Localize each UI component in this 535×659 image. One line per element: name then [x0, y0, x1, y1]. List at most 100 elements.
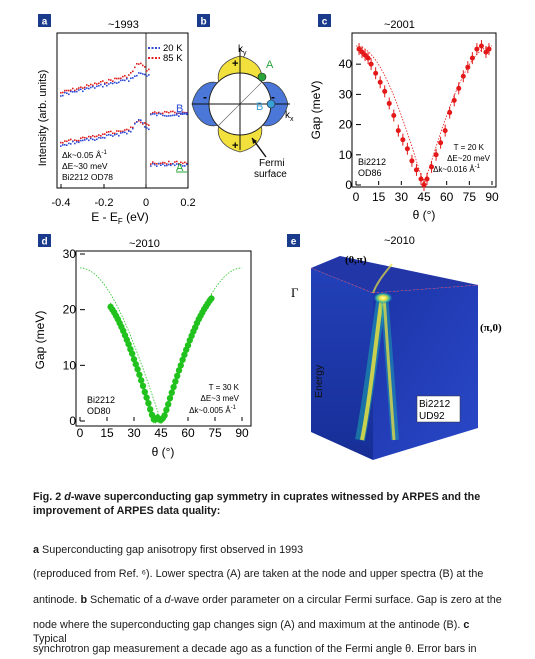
- spectrum-point: [146, 123, 148, 126]
- spectrum-point: [170, 164, 172, 167]
- spectrum-point: [120, 77, 122, 80]
- spectrum-point: [84, 86, 86, 89]
- spectrum-point: [142, 123, 144, 125]
- spectrum-point: [74, 89, 76, 92]
- spectrum-point: [150, 165, 152, 167]
- panel-c-point: [451, 97, 457, 103]
- spectrum-point: [136, 121, 138, 123]
- spectrum-point: [84, 139, 86, 141]
- spectrum-point: [170, 110, 172, 113]
- spectrum-point: [90, 137, 92, 140]
- panel-c-ylabel: Gap (meV): [309, 81, 323, 140]
- panel-c-point: [429, 164, 435, 170]
- spectrum-point: [140, 72, 142, 75]
- spectrum-point: [158, 112, 160, 115]
- spectrum-point: [118, 81, 120, 84]
- spectrum-point: [116, 77, 118, 80]
- spectrum-point: [168, 111, 170, 114]
- spectrum-point: [160, 113, 162, 115]
- spectrum-point: [126, 78, 128, 80]
- panel-c-point: [474, 46, 480, 52]
- spectrum-point: [102, 136, 104, 139]
- spectrum-point: [82, 90, 84, 93]
- spectrum-point: [96, 135, 98, 138]
- spectrum-point: [146, 70, 148, 72]
- panel-e-letter-box: [287, 234, 300, 247]
- xtick-label: 15: [100, 426, 114, 440]
- spectrum-point: [182, 113, 184, 115]
- spectrum-point: [168, 163, 170, 166]
- spectrum-point: [128, 129, 130, 131]
- xtick-label: 75: [208, 426, 222, 440]
- spectrum-point: [114, 77, 116, 80]
- spectrum-point: [74, 139, 76, 141]
- spectrum-point: [120, 130, 122, 133]
- spectrum-point: [104, 137, 106, 139]
- spectrum-point: [64, 89, 66, 92]
- spectrum-point: [70, 90, 72, 93]
- spectrum-point: [64, 140, 66, 142]
- spectrum-point: [168, 115, 170, 117]
- panel-c-point: [365, 55, 371, 61]
- panel-a: a ~1993 Intensity (arb. units) 20 K 85 K…: [37, 14, 196, 226]
- spectrum-point: [138, 120, 140, 122]
- spectrum-point: [112, 82, 114, 85]
- spectrum-point: [122, 130, 124, 133]
- spectrum-point: [82, 136, 84, 139]
- spectrum-point: [92, 85, 94, 88]
- spectrum-point: [110, 130, 112, 133]
- panel-d-axes: 0 10 20 30 0 15 30 45 60 75 90: [63, 247, 249, 440]
- spectrum-point: [118, 134, 120, 137]
- ytick-label: 40: [339, 57, 353, 71]
- panel-d-param-de: ΔE~3 meV: [201, 394, 240, 403]
- caption-line-4: antinode. b Schematic of a d-wave order …: [33, 594, 502, 606]
- spectrum-point: [174, 164, 176, 167]
- spectrum-point: [174, 111, 176, 114]
- band-dispersion-right: [382, 295, 396, 441]
- panel-c-xlabel: θ (°): [413, 208, 436, 222]
- spectrum-point: [182, 111, 184, 114]
- spectrum-point: [60, 95, 62, 97]
- spectrum-point: [66, 144, 68, 146]
- panel-a-ylabel: Intensity (arb. units): [37, 70, 49, 167]
- spectrum-point: [176, 163, 178, 165]
- spectrum-point: [164, 164, 166, 167]
- spectrum-point: [102, 133, 104, 135]
- spectrum-point: [180, 113, 182, 115]
- xtick-label: 0: [77, 426, 84, 440]
- spectrum-point: [156, 112, 158, 114]
- spectrum-point: [186, 163, 188, 166]
- spectrum-point: [166, 111, 168, 113]
- sample-box: [416, 395, 461, 423]
- spectrum-point: [100, 81, 102, 83]
- panel-c-point: [424, 176, 430, 182]
- spectrum-point: [122, 131, 124, 134]
- panel-d-point: [165, 401, 172, 408]
- spectrum-point: [82, 87, 84, 89]
- panel-c-point: [486, 46, 492, 52]
- panel-c-point: [391, 113, 397, 119]
- panel-d-points: [79, 267, 243, 424]
- spectrum-point: [170, 114, 172, 117]
- xtick-label: 60: [181, 426, 195, 440]
- panel-e-year: ~2010: [384, 235, 415, 247]
- panel-a-xtick-label: 0.2: [180, 197, 195, 209]
- spectrum-point: [152, 162, 154, 165]
- panel-d-frame: [75, 250, 252, 427]
- panel-c-point: [373, 70, 379, 76]
- label-energy: Energy: [313, 364, 325, 398]
- spectrum-point: [80, 86, 82, 88]
- spectrum-point: [70, 89, 72, 92]
- band-top-face: [311, 256, 478, 293]
- spectrum-point: [146, 127, 148, 129]
- spectrum-point: [132, 70, 134, 73]
- xtick-label: 15: [372, 190, 386, 204]
- ytick-label: 20: [63, 303, 77, 317]
- spectrum-point: [142, 122, 144, 124]
- panel-b-letter: b: [200, 17, 206, 28]
- spectrum-point: [86, 87, 88, 89]
- panel-c-point: [362, 52, 368, 58]
- panel-c-point: [478, 43, 484, 49]
- spectrum-point: [70, 143, 72, 145]
- legend-20k-label: 20 K: [163, 43, 183, 54]
